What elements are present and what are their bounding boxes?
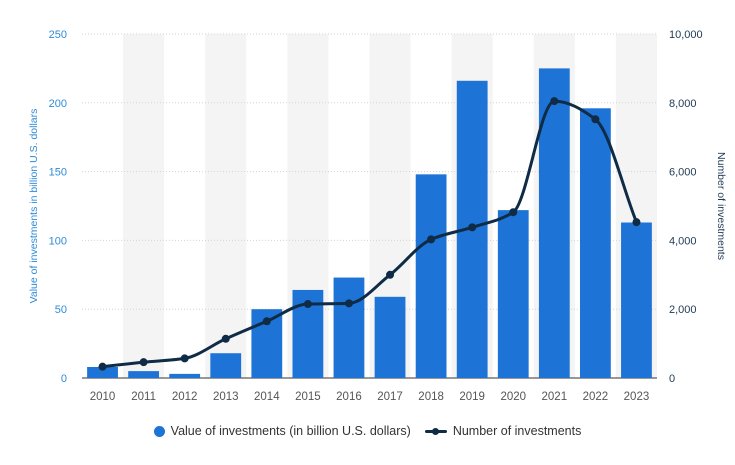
line-points bbox=[98, 97, 641, 371]
left-tick-label: 100 bbox=[49, 235, 67, 247]
right-axis-ticks: 10,000 8,000 6,000 4,000 2,000 0 bbox=[669, 29, 703, 385]
bar bbox=[374, 296, 406, 378]
x-tick-label: 2019 bbox=[459, 391, 485, 403]
right-tick-label: 4,000 bbox=[669, 235, 697, 247]
band bbox=[205, 34, 247, 378]
bar bbox=[169, 373, 201, 378]
line-point bbox=[344, 299, 353, 308]
line-point bbox=[262, 317, 271, 326]
bar bbox=[210, 353, 242, 378]
line-point bbox=[303, 300, 312, 309]
x-tick-label: 2021 bbox=[542, 391, 568, 403]
line-point bbox=[98, 362, 107, 371]
line-point bbox=[139, 358, 148, 367]
right-tick-label: 6,000 bbox=[669, 167, 697, 179]
x-axis-ticks: 2010 2011 2012 2013 2014 2015 2016 2017 2018 2019… bbox=[90, 391, 650, 403]
legend-bar-label: Value of investments (in billion U.S. do… bbox=[170, 424, 411, 438]
bar bbox=[87, 366, 118, 378]
x-tick-label: 2022 bbox=[583, 391, 609, 403]
line-point bbox=[591, 115, 600, 124]
line-point bbox=[221, 334, 230, 343]
left-tick-label: 250 bbox=[49, 29, 67, 41]
bar bbox=[415, 174, 447, 378]
line-point bbox=[509, 208, 518, 217]
legend-line-label: Number of investments bbox=[452, 424, 582, 438]
x-tick-label: 2016 bbox=[336, 391, 362, 403]
legend-bar-swatch bbox=[153, 425, 165, 437]
legend: Value of investments (in billion U.S. do… bbox=[0, 424, 735, 438]
x-tick-label: 2013 bbox=[213, 391, 239, 403]
right-axis-title: Number of investments bbox=[715, 152, 727, 260]
left-tick-label: 200 bbox=[49, 98, 67, 110]
bar bbox=[333, 277, 365, 378]
right-tick-label: 8,000 bbox=[669, 98, 697, 110]
right-tick-label: 2,000 bbox=[669, 304, 697, 316]
right-tick-label: 0 bbox=[669, 373, 675, 385]
x-tick-label: 2011 bbox=[131, 391, 156, 403]
x-tick-label: 2014 bbox=[254, 391, 280, 403]
bar bbox=[497, 210, 529, 378]
x-tick-label: 2018 bbox=[418, 391, 444, 403]
line-point bbox=[180, 354, 189, 363]
bar bbox=[621, 222, 652, 378]
line-point bbox=[427, 235, 436, 244]
legend-item-line[interactable]: Number of investments bbox=[424, 424, 582, 438]
bar bbox=[579, 108, 611, 378]
left-axis-ticks: 250 200 150 100 50 0 bbox=[49, 29, 67, 385]
bar bbox=[128, 371, 160, 378]
left-tick-label: 150 bbox=[49, 167, 67, 179]
right-tick-label: 10,000 bbox=[669, 29, 703, 41]
line-point bbox=[386, 270, 395, 279]
bar-series bbox=[87, 68, 652, 379]
left-tick-label: 0 bbox=[61, 373, 67, 385]
x-tick-label: 2017 bbox=[377, 391, 403, 403]
band bbox=[123, 34, 165, 378]
left-axis-title: Value of investments in billion U.S. dol… bbox=[28, 109, 40, 304]
left-tick-label: 50 bbox=[55, 304, 67, 316]
line-point bbox=[550, 97, 559, 106]
x-tick-label: 2010 bbox=[90, 391, 116, 403]
line-point bbox=[632, 218, 641, 227]
x-tick-label: 2023 bbox=[624, 391, 650, 403]
legend-item-bars[interactable]: Value of investments (in billion U.S. do… bbox=[153, 424, 411, 438]
x-tick-label: 2012 bbox=[172, 391, 198, 403]
x-tick-label: 2015 bbox=[295, 391, 321, 403]
legend-line-swatch bbox=[424, 426, 447, 437]
x-tick-label: 2020 bbox=[500, 391, 526, 403]
line-point bbox=[468, 223, 477, 232]
